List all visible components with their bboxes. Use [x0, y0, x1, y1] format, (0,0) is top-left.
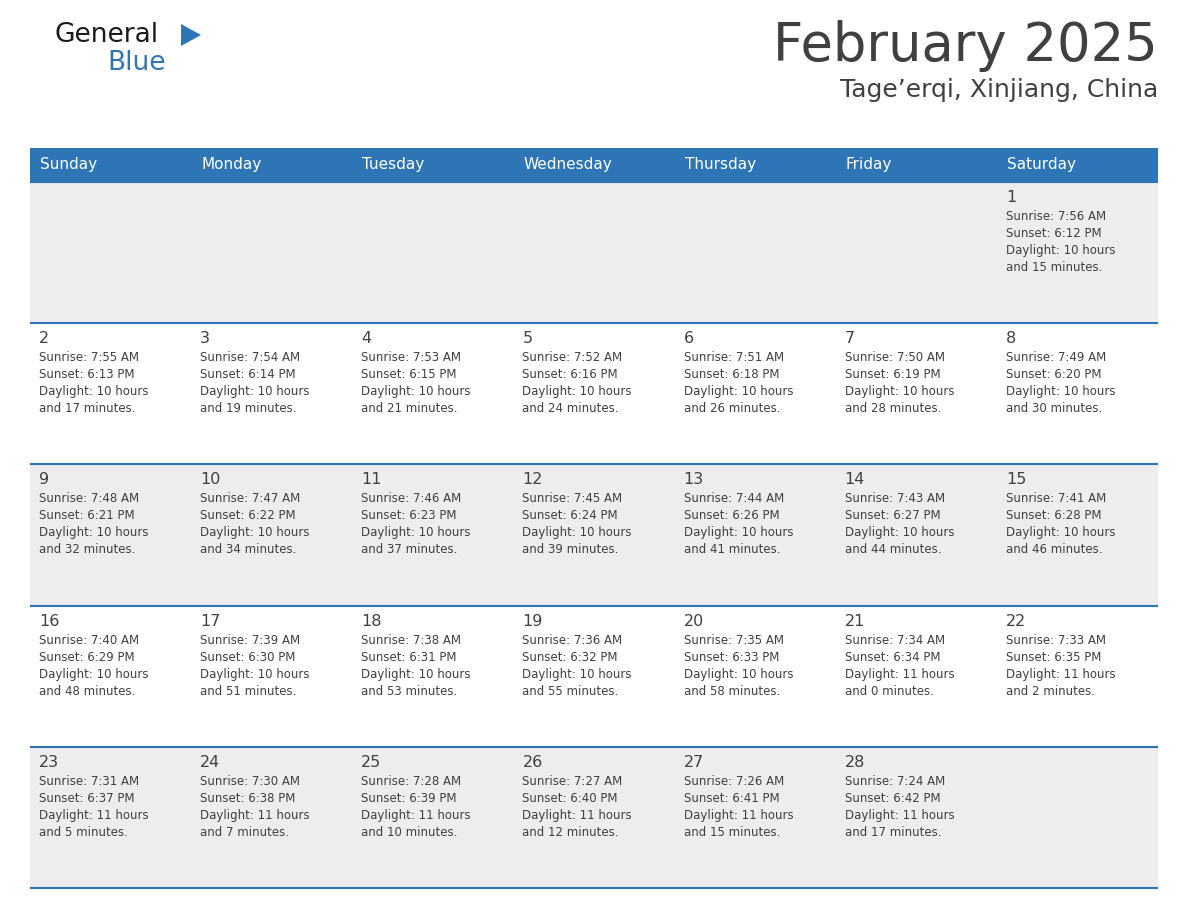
Text: Sunrise: 7:38 AM
Sunset: 6:31 PM
Daylight: 10 hours
and 53 minutes.: Sunrise: 7:38 AM Sunset: 6:31 PM Dayligh…	[361, 633, 470, 698]
Text: 22: 22	[1006, 613, 1026, 629]
Text: Sunrise: 7:34 AM
Sunset: 6:34 PM
Daylight: 11 hours
and 0 minutes.: Sunrise: 7:34 AM Sunset: 6:34 PM Dayligh…	[845, 633, 954, 698]
Text: Sunrise: 7:43 AM
Sunset: 6:27 PM
Daylight: 10 hours
and 44 minutes.: Sunrise: 7:43 AM Sunset: 6:27 PM Dayligh…	[845, 492, 954, 556]
Text: 16: 16	[39, 613, 59, 629]
Text: 11: 11	[361, 473, 381, 487]
Text: 21: 21	[845, 613, 865, 629]
Text: Sunrise: 7:30 AM
Sunset: 6:38 PM
Daylight: 11 hours
and 7 minutes.: Sunrise: 7:30 AM Sunset: 6:38 PM Dayligh…	[200, 775, 310, 839]
Bar	[30, 182, 1158, 323]
Text: Sunrise: 7:47 AM
Sunset: 6:22 PM
Daylight: 10 hours
and 34 minutes.: Sunrise: 7:47 AM Sunset: 6:22 PM Dayligh…	[200, 492, 310, 556]
Text: Friday: Friday	[846, 158, 892, 173]
Text: Sunrise: 7:48 AM
Sunset: 6:21 PM
Daylight: 10 hours
and 32 minutes.: Sunrise: 7:48 AM Sunset: 6:21 PM Dayligh…	[39, 492, 148, 556]
Text: Saturday: Saturday	[1007, 158, 1076, 173]
Text: 9: 9	[39, 473, 49, 487]
Text: 15: 15	[1006, 473, 1026, 487]
Text: Blue: Blue	[107, 50, 165, 76]
Text: Sunrise: 7:41 AM
Sunset: 6:28 PM
Daylight: 10 hours
and 46 minutes.: Sunrise: 7:41 AM Sunset: 6:28 PM Dayligh…	[1006, 492, 1116, 556]
Text: Sunrise: 7:49 AM
Sunset: 6:20 PM
Daylight: 10 hours
and 30 minutes.: Sunrise: 7:49 AM Sunset: 6:20 PM Dayligh…	[1006, 352, 1116, 415]
Text: Sunday: Sunday	[40, 158, 97, 173]
Text: 19: 19	[523, 613, 543, 629]
Polygon shape	[181, 24, 201, 46]
Text: Sunrise: 7:45 AM
Sunset: 6:24 PM
Daylight: 10 hours
and 39 minutes.: Sunrise: 7:45 AM Sunset: 6:24 PM Dayligh…	[523, 492, 632, 556]
Text: 1: 1	[1006, 190, 1016, 205]
Text: Monday: Monday	[201, 158, 261, 173]
Text: 6: 6	[683, 331, 694, 346]
Text: 18: 18	[361, 613, 381, 629]
Text: Sunrise: 7:26 AM
Sunset: 6:41 PM
Daylight: 11 hours
and 15 minutes.: Sunrise: 7:26 AM Sunset: 6:41 PM Dayligh…	[683, 775, 794, 839]
Bar	[30, 148, 1158, 182]
Text: Sunrise: 7:54 AM
Sunset: 6:14 PM
Daylight: 10 hours
and 19 minutes.: Sunrise: 7:54 AM Sunset: 6:14 PM Dayligh…	[200, 352, 310, 415]
Text: 5: 5	[523, 331, 532, 346]
Text: 2: 2	[39, 331, 49, 346]
Text: 8: 8	[1006, 331, 1016, 346]
Text: Tage’erqi, Xinjiang, China: Tage’erqi, Xinjiang, China	[840, 78, 1158, 102]
Bar	[30, 747, 1158, 888]
Text: Thursday: Thursday	[684, 158, 756, 173]
Text: Sunrise: 7:39 AM
Sunset: 6:30 PM
Daylight: 10 hours
and 51 minutes.: Sunrise: 7:39 AM Sunset: 6:30 PM Dayligh…	[200, 633, 310, 698]
Text: Tuesday: Tuesday	[362, 158, 424, 173]
Text: Sunrise: 7:31 AM
Sunset: 6:37 PM
Daylight: 11 hours
and 5 minutes.: Sunrise: 7:31 AM Sunset: 6:37 PM Dayligh…	[39, 775, 148, 839]
Text: 28: 28	[845, 755, 865, 770]
Text: Sunrise: 7:51 AM
Sunset: 6:18 PM
Daylight: 10 hours
and 26 minutes.: Sunrise: 7:51 AM Sunset: 6:18 PM Dayligh…	[683, 352, 794, 415]
Text: 10: 10	[200, 473, 221, 487]
Text: 14: 14	[845, 473, 865, 487]
Text: Sunrise: 7:55 AM
Sunset: 6:13 PM
Daylight: 10 hours
and 17 minutes.: Sunrise: 7:55 AM Sunset: 6:13 PM Dayligh…	[39, 352, 148, 415]
Bar	[30, 323, 1158, 465]
Text: Sunrise: 7:27 AM
Sunset: 6:40 PM
Daylight: 11 hours
and 12 minutes.: Sunrise: 7:27 AM Sunset: 6:40 PM Dayligh…	[523, 775, 632, 839]
Text: General: General	[55, 22, 159, 48]
Text: 20: 20	[683, 613, 703, 629]
Text: Sunrise: 7:28 AM
Sunset: 6:39 PM
Daylight: 11 hours
and 10 minutes.: Sunrise: 7:28 AM Sunset: 6:39 PM Dayligh…	[361, 775, 470, 839]
Text: Sunrise: 7:33 AM
Sunset: 6:35 PM
Daylight: 11 hours
and 2 minutes.: Sunrise: 7:33 AM Sunset: 6:35 PM Dayligh…	[1006, 633, 1116, 698]
Text: 23: 23	[39, 755, 59, 770]
Text: 25: 25	[361, 755, 381, 770]
Text: 4: 4	[361, 331, 372, 346]
Text: Sunrise: 7:24 AM
Sunset: 6:42 PM
Daylight: 11 hours
and 17 minutes.: Sunrise: 7:24 AM Sunset: 6:42 PM Dayligh…	[845, 775, 954, 839]
Text: 26: 26	[523, 755, 543, 770]
Bar	[30, 606, 1158, 747]
Text: 12: 12	[523, 473, 543, 487]
Text: 13: 13	[683, 473, 703, 487]
Text: Sunrise: 7:35 AM
Sunset: 6:33 PM
Daylight: 10 hours
and 58 minutes.: Sunrise: 7:35 AM Sunset: 6:33 PM Dayligh…	[683, 633, 794, 698]
Text: Sunrise: 7:40 AM
Sunset: 6:29 PM
Daylight: 10 hours
and 48 minutes.: Sunrise: 7:40 AM Sunset: 6:29 PM Dayligh…	[39, 633, 148, 698]
Text: 17: 17	[200, 613, 221, 629]
Text: 24: 24	[200, 755, 221, 770]
Text: 3: 3	[200, 331, 210, 346]
Text: Sunrise: 7:44 AM
Sunset: 6:26 PM
Daylight: 10 hours
and 41 minutes.: Sunrise: 7:44 AM Sunset: 6:26 PM Dayligh…	[683, 492, 794, 556]
Text: Sunrise: 7:50 AM
Sunset: 6:19 PM
Daylight: 10 hours
and 28 minutes.: Sunrise: 7:50 AM Sunset: 6:19 PM Dayligh…	[845, 352, 954, 415]
Text: 27: 27	[683, 755, 703, 770]
Text: Sunrise: 7:52 AM
Sunset: 6:16 PM
Daylight: 10 hours
and 24 minutes.: Sunrise: 7:52 AM Sunset: 6:16 PM Dayligh…	[523, 352, 632, 415]
Text: Wednesday: Wednesday	[524, 158, 612, 173]
Text: Sunrise: 7:36 AM
Sunset: 6:32 PM
Daylight: 10 hours
and 55 minutes.: Sunrise: 7:36 AM Sunset: 6:32 PM Dayligh…	[523, 633, 632, 698]
Text: Sunrise: 7:46 AM
Sunset: 6:23 PM
Daylight: 10 hours
and 37 minutes.: Sunrise: 7:46 AM Sunset: 6:23 PM Dayligh…	[361, 492, 470, 556]
Text: Sunrise: 7:56 AM
Sunset: 6:12 PM
Daylight: 10 hours
and 15 minutes.: Sunrise: 7:56 AM Sunset: 6:12 PM Dayligh…	[1006, 210, 1116, 274]
Text: Sunrise: 7:53 AM
Sunset: 6:15 PM
Daylight: 10 hours
and 21 minutes.: Sunrise: 7:53 AM Sunset: 6:15 PM Dayligh…	[361, 352, 470, 415]
Bar	[30, 465, 1158, 606]
Text: February 2025: February 2025	[773, 20, 1158, 72]
Text: 7: 7	[845, 331, 855, 346]
